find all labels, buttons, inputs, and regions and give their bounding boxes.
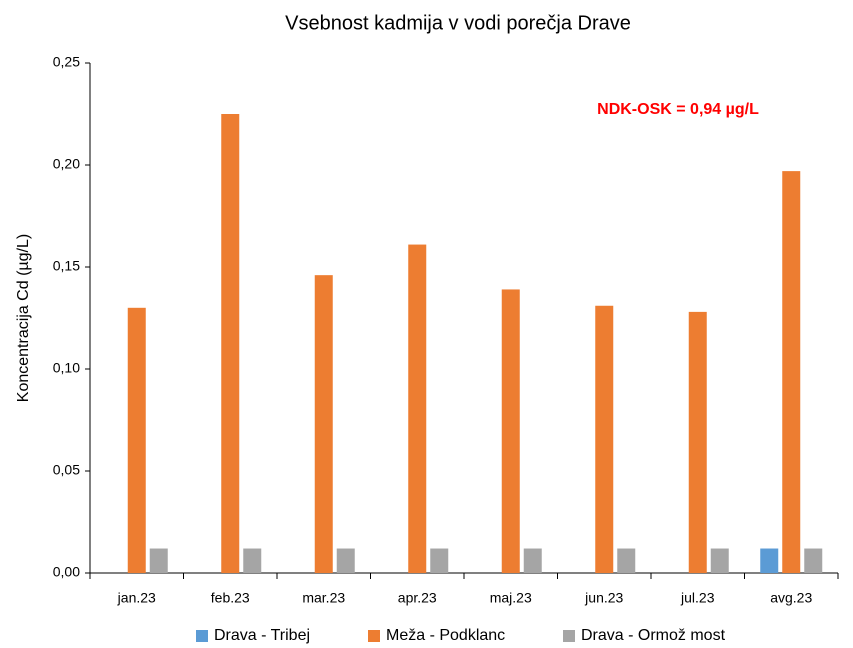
- legend-swatch: [368, 630, 380, 642]
- bar: [804, 548, 823, 573]
- bar: [760, 548, 779, 573]
- bar: [523, 548, 542, 573]
- bar: [688, 311, 707, 573]
- y-tick-label: 0,15: [53, 258, 80, 274]
- x-tick-label: jan.23: [117, 590, 156, 606]
- chart-title: Vsebnost kadmija v vodi porečja Drave: [285, 12, 631, 34]
- y-tick-label: 0,00: [53, 564, 80, 580]
- x-tick-label: jul.23: [680, 590, 715, 606]
- y-tick-label: 0,05: [53, 462, 80, 478]
- bar: [501, 289, 520, 573]
- bar: [149, 548, 168, 573]
- x-tick-label: avg.23: [770, 590, 812, 606]
- annotation: NDK-OSK = 0,94 µg/L: [597, 101, 759, 118]
- x-tick-label: jun.23: [584, 590, 623, 606]
- y-tick-label: 0,25: [53, 54, 80, 70]
- y-tick-label: 0,10: [53, 360, 80, 376]
- bar: [314, 275, 333, 573]
- bar: [617, 548, 636, 573]
- bar: [710, 548, 729, 573]
- legend-label: Drava - Ormož most: [581, 627, 726, 644]
- bar: [430, 548, 449, 573]
- y-axis-label: Koncentracija Cd (µg/L): [15, 234, 32, 402]
- bar: [127, 307, 146, 573]
- y-tick-label: 0,20: [53, 156, 80, 172]
- x-tick-label: feb.23: [211, 590, 250, 606]
- x-tick-label: apr.23: [398, 590, 437, 606]
- legend-label: Drava - Tribej: [214, 627, 310, 644]
- bar: [243, 548, 262, 573]
- legend-swatch: [563, 630, 575, 642]
- bar: [782, 171, 801, 573]
- bar: [221, 114, 240, 573]
- x-tick-label: maj.23: [490, 590, 532, 606]
- legend-label: Meža - Podklanc: [386, 627, 505, 644]
- legend-swatch: [196, 630, 208, 642]
- bar: [595, 305, 614, 573]
- bar: [408, 244, 427, 573]
- bar: [336, 548, 355, 573]
- x-tick-label: mar.23: [302, 590, 345, 606]
